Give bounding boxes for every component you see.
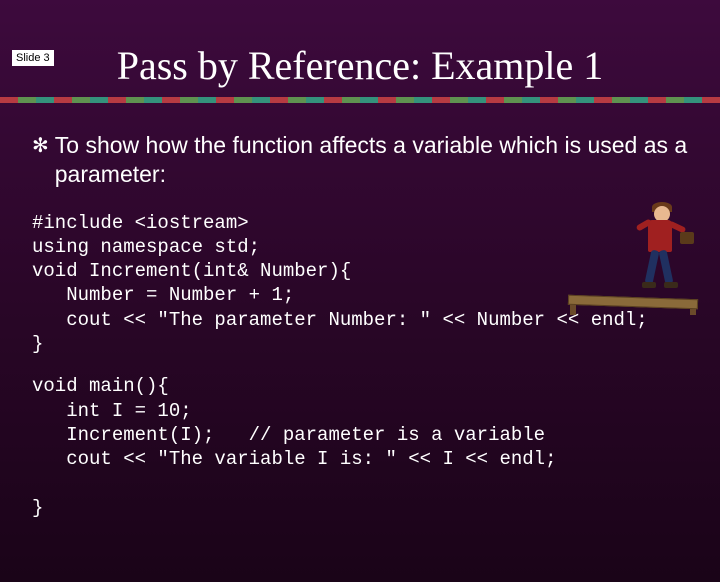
bullet-marker-icon: ✻ [32, 134, 49, 159]
slide-title: Pass by Reference: Example 1 [0, 42, 720, 89]
code-block-2: void main(){ int I = 10; Increment(I); /… [32, 374, 688, 520]
businessman-icon [630, 200, 690, 295]
clipart-man-on-plank [568, 200, 698, 315]
title-divider [0, 97, 720, 103]
bullet-item: ✻ To show how the function affects a var… [32, 131, 688, 189]
slide-number-label: Slide 3 [12, 50, 54, 66]
bullet-text: To show how the function affects a varia… [55, 131, 688, 189]
plank [568, 295, 698, 310]
